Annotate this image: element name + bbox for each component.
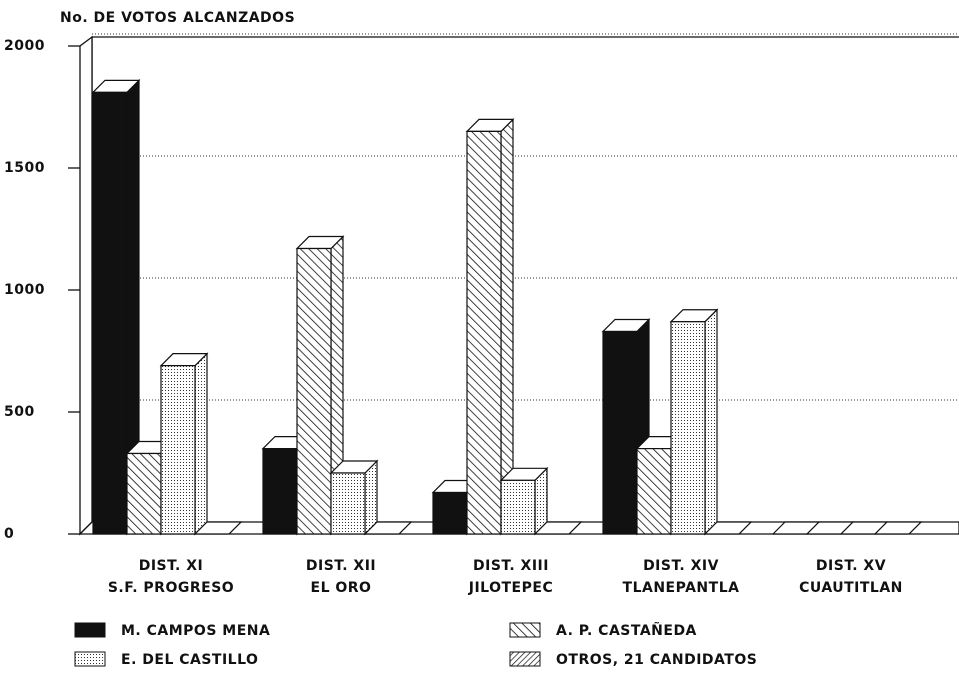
bar-top <box>193 521 243 535</box>
y-tick-label: 1500 <box>4 160 45 176</box>
bar-top <box>703 521 753 535</box>
bar-top <box>363 521 413 535</box>
x-tick-label: S.F. PROGRESO <box>108 580 234 596</box>
legend-label: M. CAMPOS MENA <box>121 623 270 639</box>
x-tick-label: EL ORO <box>311 580 372 596</box>
legend-swatch <box>74 651 106 667</box>
bar <box>262 448 298 535</box>
y-tick-label: 500 <box>4 404 35 420</box>
legend-label: E. DEL CASTILLO <box>121 652 258 668</box>
bar <box>500 479 536 535</box>
x-tick-label: DIST. XII <box>306 558 376 574</box>
legend-label: A. P. CASTAÑEDA <box>556 622 697 639</box>
bar <box>92 91 128 535</box>
back-wall <box>91 36 959 522</box>
bar <box>466 130 502 535</box>
bar-top <box>873 521 923 535</box>
y-tick-label: 0 <box>4 526 14 542</box>
bar <box>330 472 366 535</box>
bar <box>432 491 468 535</box>
bar <box>636 448 672 535</box>
bar-top <box>533 521 583 535</box>
x-tick-label: DIST. XIV <box>643 558 719 574</box>
x-tick-label: DIST. XIII <box>473 558 549 574</box>
bar <box>602 330 638 535</box>
x-tick-label: DIST. XV <box>816 558 886 574</box>
bar <box>126 452 162 535</box>
bar <box>160 365 196 535</box>
y-tick-label: 1000 <box>4 282 45 298</box>
legend-swatch <box>509 622 541 638</box>
bar-side <box>704 308 718 536</box>
legend-swatch <box>509 651 541 667</box>
x-tick-label: DIST. XI <box>139 558 204 574</box>
bar <box>670 321 706 535</box>
chart-title: No. DE VOTOS ALCANZADOS <box>60 10 295 26</box>
x-tick-label: JILOTEPEC <box>468 580 553 596</box>
x-tick-label: TLANEPANTLA <box>623 580 740 596</box>
y-tick-label: 2000 <box>4 38 45 54</box>
bar-side <box>194 352 208 536</box>
side-wall <box>79 35 93 536</box>
legend-label: OTROS, 21 CANDIDATOS <box>556 652 757 668</box>
legend-swatch <box>74 622 106 638</box>
bar <box>296 247 332 535</box>
x-tick-label: CUAUTITLAN <box>799 580 903 596</box>
